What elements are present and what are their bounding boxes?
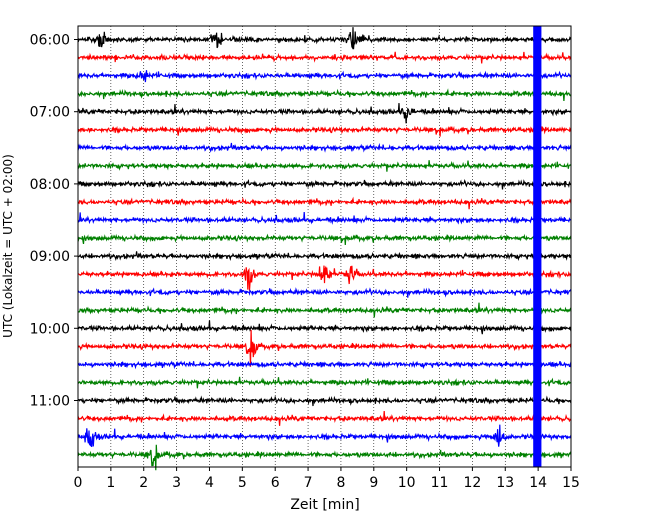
plot-frame — [77, 25, 572, 468]
x-tick-label: 3 — [172, 475, 181, 491]
trace-1 — [77, 51, 572, 64]
trace-18 — [77, 359, 572, 370]
x-tick-label: 12 — [463, 475, 481, 491]
trace-7 — [77, 160, 572, 172]
trace-10 — [77, 212, 572, 225]
x-tick-label: 13 — [496, 475, 514, 491]
y-axis-ticks: 06:00 07:00 08:00 09:00 10:00 11:00 — [30, 33, 78, 410]
trace-0 — [77, 27, 572, 50]
y-tick-label: 07:00 — [30, 105, 70, 121]
x-tick-label: 10 — [398, 475, 416, 491]
x-tick-label: 6 — [271, 475, 280, 491]
trace-8 — [77, 178, 572, 190]
x-tick-label: 1 — [106, 475, 115, 491]
x-tick-label: 0 — [74, 475, 83, 491]
y-tick-label: 11:00 — [30, 394, 70, 410]
x-tick-label: 5 — [238, 475, 247, 491]
x-tick-label: 8 — [336, 475, 345, 491]
x-axis-ticks: 0 1 2 3 4 5 6 7 8 9 10 11 12 13 14 15 — [74, 467, 580, 491]
x-tick-label: 2 — [139, 475, 148, 491]
trace-12 — [77, 251, 572, 262]
y-axis-label: UTC (Lokalzeit = UTC + 02:00) — [1, 154, 15, 338]
x-tick-label: 15 — [562, 475, 580, 491]
trace-4 — [77, 103, 572, 124]
x-tick-label: 14 — [529, 475, 547, 491]
trace-11 — [77, 233, 572, 245]
trace-14 — [77, 287, 572, 298]
trace-17 — [77, 329, 572, 367]
trace-16 — [77, 320, 572, 335]
trace-15 — [77, 302, 572, 318]
x-tick-label: 4 — [205, 475, 214, 491]
highlight-band — [533, 26, 542, 467]
y-tick-label: 06:00 — [30, 33, 70, 49]
trace-2 — [77, 70, 572, 83]
x-tick-label: 9 — [369, 475, 378, 491]
traces — [77, 27, 572, 471]
x-axis-label: Zeit [min] — [290, 497, 359, 513]
trace-13 — [77, 265, 572, 291]
trace-19 — [77, 376, 572, 389]
highlight-band-rect — [533, 26, 542, 467]
trace-3 — [77, 88, 572, 101]
x-tick-label: 11 — [431, 475, 449, 491]
trace-22 — [77, 424, 572, 448]
trace-23 — [77, 444, 572, 471]
trace-5 — [77, 125, 572, 137]
y-tick-label: 09:00 — [30, 249, 70, 265]
trace-20 — [77, 395, 572, 407]
trace-6 — [77, 142, 572, 153]
x-tick-label: 7 — [304, 475, 313, 491]
trace-9 — [77, 196, 572, 210]
y-tick-label: 10:00 — [30, 321, 70, 337]
y-tick-label: 08:00 — [30, 177, 70, 193]
trace-21 — [77, 410, 572, 426]
